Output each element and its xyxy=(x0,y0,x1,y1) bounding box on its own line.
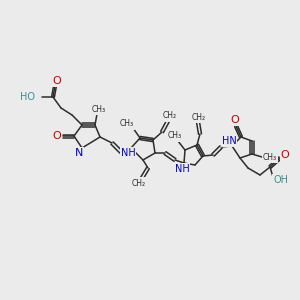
Text: NH: NH xyxy=(121,148,135,158)
Text: CH₂: CH₂ xyxy=(132,178,146,188)
Text: HN: HN xyxy=(222,136,236,146)
Text: CH₂: CH₂ xyxy=(192,112,206,122)
Text: CH₂: CH₂ xyxy=(163,112,177,121)
Text: O: O xyxy=(52,76,62,86)
Text: O: O xyxy=(280,150,290,160)
Text: O: O xyxy=(231,115,239,125)
Text: N: N xyxy=(75,148,83,158)
Text: CH₃: CH₃ xyxy=(120,119,134,128)
Text: NH: NH xyxy=(175,164,189,174)
Text: OH: OH xyxy=(274,175,289,185)
Text: O: O xyxy=(52,131,62,141)
Text: CH₃: CH₃ xyxy=(92,104,106,113)
Text: CH₃: CH₃ xyxy=(263,152,277,161)
Text: CH₃: CH₃ xyxy=(168,131,182,140)
Text: HO: HO xyxy=(20,92,35,102)
